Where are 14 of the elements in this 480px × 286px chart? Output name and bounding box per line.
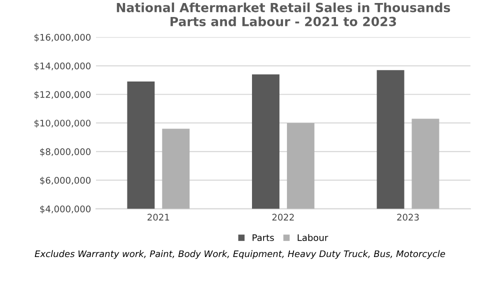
y-tick-label: $8,000,000 [40, 148, 91, 156]
x-tick-label: 2023 [397, 214, 419, 221]
chart-title: National Aftermarket Retail Sales in Thousands Parts and Labour - 2021 to 2023 [116, 2, 450, 26]
legend-label: Labour [298, 234, 328, 242]
x-tick-label: 2021 [148, 214, 170, 221]
text: Excludes Warranty work, Paint, Body Work, Equipment, Heavy Duty Truck, Bus, Motorcycle [34, 250, 446, 259]
y-tick-label: $16,000,000 [34, 34, 91, 42]
y-tick-label: $6,000,000 [40, 176, 91, 185]
y-tick-label: $4,000,000 [40, 205, 91, 214]
y-tick-label: $14,000,000 [34, 62, 91, 71]
y-tick-label: $12,000,000 [34, 90, 91, 100]
x-tick-label: 2022 [272, 214, 294, 221]
legend-label: Parts [252, 234, 274, 242]
y-tick-label: $10,000,000 [34, 120, 91, 128]
